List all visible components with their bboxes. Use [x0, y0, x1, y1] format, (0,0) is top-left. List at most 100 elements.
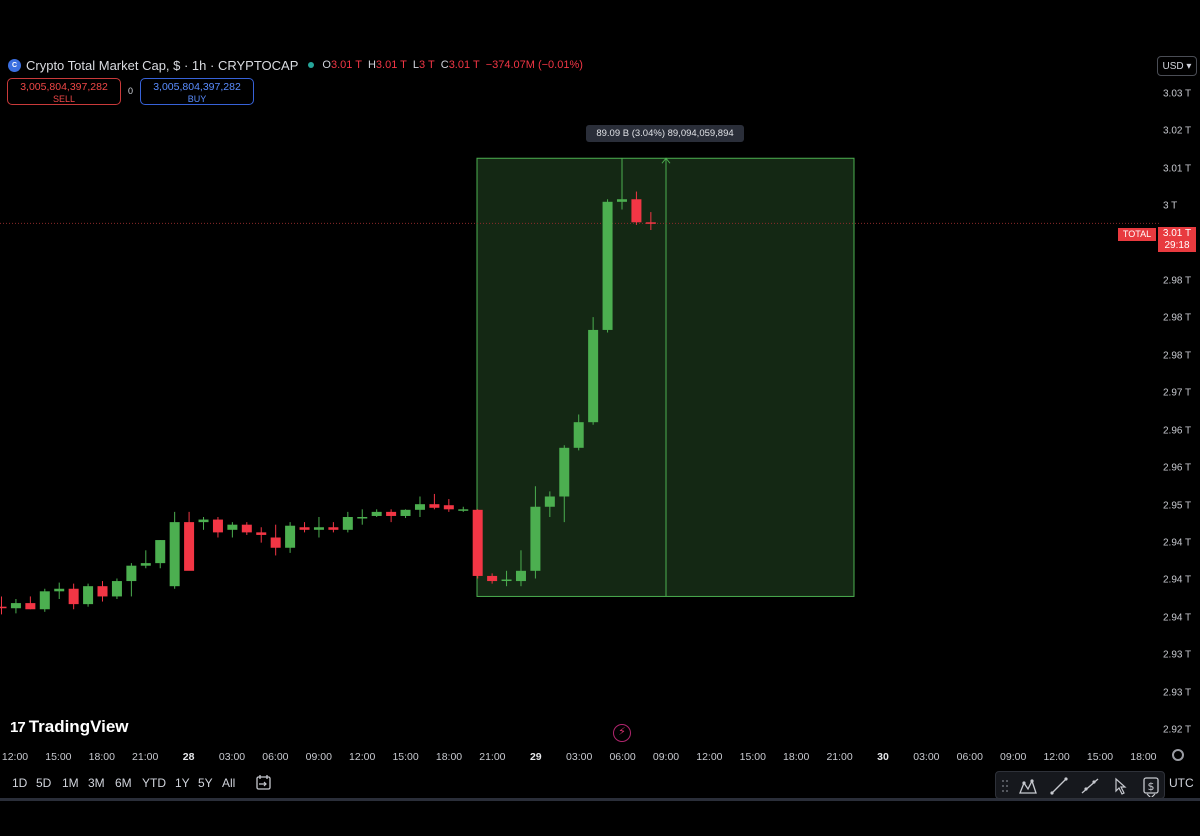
- date-range-icon[interactable]: [255, 774, 273, 792]
- range-button-3m[interactable]: 3M: [88, 776, 105, 790]
- time-tick: 18:00: [435, 751, 463, 763]
- candle-body: [414, 504, 425, 510]
- candle-body: [645, 222, 656, 224]
- candle-body: [39, 591, 50, 610]
- candle-body: [227, 524, 238, 530]
- sell-label: SELL: [52, 94, 76, 104]
- price-tick: 2.92 T: [1163, 724, 1192, 736]
- candle-body: [212, 519, 223, 533]
- range-button-1m[interactable]: 1M: [62, 776, 79, 790]
- range-button-5d[interactable]: 5D: [36, 776, 52, 790]
- candle-body: [400, 509, 411, 516]
- candle-body: [429, 504, 440, 508]
- time-tick: 30: [877, 751, 889, 763]
- sell-button[interactable]: 3,005,804,397,282 SELL: [7, 78, 121, 105]
- candle-body: [111, 581, 122, 597]
- ohlc-low: L3 T: [412, 59, 435, 71]
- candle-body: [68, 588, 79, 605]
- candle-body: [443, 505, 454, 510]
- measure-label: 89.09 B (3.04%) 89,094,059,894: [586, 125, 744, 142]
- last-price-tag: 3.01 T 29:18: [1158, 227, 1196, 252]
- time-tick: 15:00: [739, 751, 766, 763]
- bar-countdown: 29:18: [1164, 240, 1190, 251]
- candle-body: [155, 540, 166, 564]
- candle-body: [299, 527, 310, 530]
- time-tick: 21:00: [826, 751, 853, 763]
- price-tick: 3.02 T: [1163, 125, 1192, 137]
- time-tick: 15:00: [1086, 751, 1114, 763]
- candle-body: [602, 201, 613, 330]
- more-options-icon[interactable]: [1146, 793, 1156, 797]
- time-tick: 12:00: [696, 751, 723, 763]
- candle-body: [97, 586, 108, 597]
- time-tick: 12:00: [349, 751, 376, 763]
- ray-line-icon[interactable]: [1081, 778, 1099, 794]
- spread-value: 0: [128, 86, 134, 96]
- candle-body: [0, 606, 7, 609]
- drag-handle-icon: [1002, 780, 1008, 792]
- chart-pane[interactable]: [0, 50, 1160, 740]
- trend-line-icon[interactable]: [1050, 777, 1068, 795]
- candle-body: [83, 586, 94, 605]
- candle-body: [515, 570, 526, 582]
- price-change: −374.07M (−0.01%): [485, 59, 583, 71]
- time-tick: 15:00: [45, 751, 72, 763]
- candle-body: [588, 329, 599, 423]
- currency-dropdown[interactable]: USD ▾: [1157, 56, 1197, 76]
- time-tick: 29: [529, 751, 542, 763]
- last-price-value: 3.01 T: [1162, 228, 1192, 239]
- range-button-ytd[interactable]: YTD: [142, 776, 166, 790]
- candle-body: [530, 506, 541, 571]
- range-button-1y[interactable]: 1Y: [175, 776, 190, 790]
- symbol-title: Crypto Total Market Cap, $ · 1h · CRYPTO…: [26, 57, 299, 73]
- candle-body: [458, 509, 469, 511]
- market-status-icon: [308, 62, 315, 68]
- range-button-1d[interactable]: 1D: [12, 776, 28, 790]
- candle-body: [10, 603, 21, 609]
- time-tick: 09:00: [305, 751, 332, 763]
- price-tick: 2.93 T: [1163, 687, 1192, 699]
- range-button-all[interactable]: All: [222, 776, 236, 790]
- price-label-icon[interactable]: $: [1143, 777, 1159, 794]
- buy-button[interactable]: 3,005,804,397,282 BUY: [140, 78, 254, 105]
- candle-body: [313, 527, 324, 530]
- time-tick: 12:00: [1, 751, 29, 763]
- symbol-header[interactable]: C Crypto Total Market Cap, $ · 1h · CRYP…: [8, 57, 583, 73]
- svg-text:$: $: [1148, 780, 1155, 793]
- candle-body: [126, 565, 137, 582]
- price-tick: 2.94 T: [1163, 537, 1192, 549]
- time-tick: 18:00: [88, 751, 115, 763]
- time-tick: 06:00: [262, 751, 289, 763]
- price-tick: 2.93 T: [1163, 649, 1192, 661]
- price-tick: 3.03 T: [1163, 88, 1192, 100]
- ohlc-high: H3.01 T: [367, 59, 407, 71]
- candle-body: [501, 579, 512, 582]
- drawing-tools: $: [1002, 777, 1159, 797]
- range-button-5y[interactable]: 5Y: [198, 776, 213, 790]
- sell-price: 3,005,804,397,282: [20, 81, 108, 93]
- candle-body: [184, 522, 195, 571]
- time-tick: 03:00: [218, 751, 246, 763]
- price-tick: 2.98 T: [1163, 275, 1192, 287]
- candle-body: [169, 522, 180, 587]
- crypto-cap-icon: C: [8, 58, 21, 72]
- ohlc-close: C3.01 T: [440, 59, 480, 71]
- price-tick: 2.94 T: [1163, 612, 1192, 624]
- candle-body: [342, 517, 353, 530]
- candle-body: [198, 519, 209, 523]
- flash-icon[interactable]: ⚡: [613, 724, 631, 742]
- time-tick: 28: [182, 751, 195, 763]
- candle-body: [487, 575, 498, 582]
- time-tick: 06:00: [956, 751, 983, 763]
- timezone-button[interactable]: UTC: [1169, 776, 1194, 790]
- candle-body: [328, 527, 339, 530]
- buy-label: BUY: [187, 94, 207, 104]
- settings-icon[interactable]: [1172, 749, 1184, 761]
- candle-body: [256, 532, 267, 535]
- range-button-6m[interactable]: 6M: [115, 776, 132, 790]
- candle-body: [472, 509, 483, 576]
- candle-body: [270, 537, 281, 548]
- cursor-icon[interactable]: [1115, 777, 1127, 795]
- candle-body: [544, 496, 555, 507]
- pattern-tool-icon[interactable]: [1019, 779, 1037, 794]
